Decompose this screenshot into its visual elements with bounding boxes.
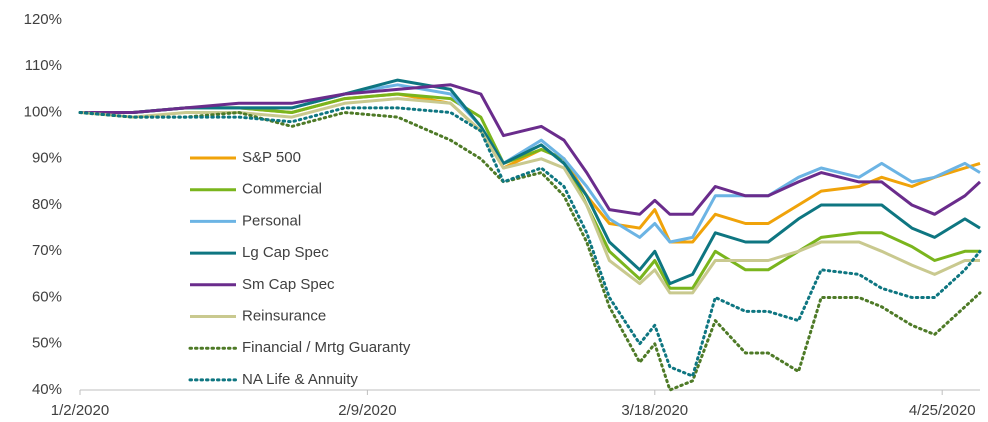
legend-label: Sm Cap Spec	[242, 276, 335, 293]
legend-label: Personal	[242, 212, 301, 229]
legend-label: Financial / Mrtg Guaranty	[242, 339, 411, 356]
x-tick-label: 1/2/2020	[51, 402, 109, 419]
y-tick-label: 70%	[32, 242, 62, 259]
legend-label: Commercial	[242, 181, 322, 198]
series-line	[80, 92, 980, 290]
y-tick-label: 80%	[32, 196, 62, 213]
legend-label: S&P 500	[242, 149, 301, 166]
y-tick-label: 120%	[24, 11, 62, 28]
y-tick-label: 110%	[25, 57, 62, 74]
series-line	[79, 97, 980, 295]
y-tick-label: 90%	[32, 150, 62, 167]
x-tick-label: 3/18/2020	[621, 402, 688, 419]
series-line	[80, 78, 981, 286]
series-line	[80, 92, 981, 244]
y-tick-label: 40%	[32, 381, 62, 398]
y-tick-label: 60%	[32, 288, 62, 305]
x-tick-label: 4/25/2020	[909, 402, 976, 419]
series-line	[80, 83, 982, 216]
y-tick-label: 50%	[32, 335, 62, 352]
legend-label: Reinsurance	[242, 307, 326, 324]
series-line	[78, 111, 982, 392]
y-tick-label: 100%	[24, 103, 62, 120]
legend-label: NA Life & Annuity	[242, 371, 358, 388]
series-line	[78, 106, 982, 378]
x-tick-label: 2/9/2020	[338, 402, 396, 419]
legend-label: Lg Cap Spec	[242, 244, 329, 261]
